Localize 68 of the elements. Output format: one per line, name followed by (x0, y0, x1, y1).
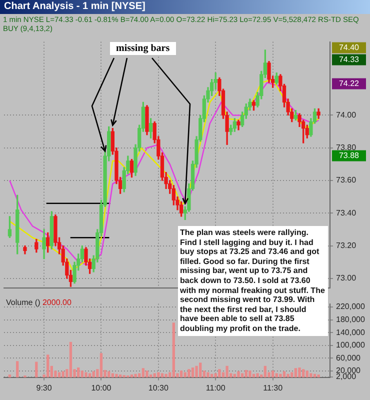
bar (294, 368, 298, 378)
y-tick-label: 74.00 (336, 110, 357, 120)
bar (279, 374, 282, 378)
bar (244, 370, 248, 378)
bar (46, 354, 50, 378)
bar (275, 373, 278, 378)
text: 74.40 (338, 43, 360, 52)
bar (88, 373, 92, 378)
y-tick-label: 100,000 (336, 340, 366, 350)
bar (310, 373, 312, 378)
bar (172, 322, 175, 378)
bar (271, 370, 274, 378)
bar (256, 373, 259, 378)
x-tick-label: 9:30 (36, 383, 52, 392)
bar (134, 374, 137, 378)
y-tick-label: 73.60 (336, 176, 357, 185)
y-tick-label: 73.40 (336, 208, 357, 218)
bar (157, 372, 160, 378)
y-tick-label: 73.00 (336, 274, 357, 283)
annotation: missing bars (110, 42, 176, 55)
bar (195, 366, 198, 378)
bar (35, 362, 38, 378)
bar (77, 367, 80, 378)
bar (317, 374, 320, 378)
y-tick-label: 180,000 (336, 315, 366, 324)
bar (188, 369, 190, 378)
bar (146, 370, 148, 378)
chart-title: Volume () (6, 298, 40, 307)
bar (298, 367, 301, 378)
bar (199, 362, 202, 378)
bar (240, 373, 244, 378)
x-tick-label: 10:30 (148, 383, 169, 392)
bar (306, 370, 308, 378)
bar (180, 370, 183, 378)
bar (237, 371, 240, 378)
y-tick-label: 73.80 (336, 143, 357, 152)
bar (111, 373, 114, 378)
text: The plan was steels were rallying. Find I stell lagging and buy it. I had buy stops at 73.25 and 73.46 and got filled. Good so far. During the first missing bar, went up to 73.75 and back down to 73.50. I sold at 73.60 with my normal freaking out stuff. The second missing went to 73.99. With the next the first red bar, I should have been able to sell at 73.85 doubling my profit on the trade. (180, 228, 325, 333)
bar (218, 369, 221, 378)
bar (206, 372, 210, 378)
bar (226, 366, 228, 378)
y-tick-label: 73.20 (336, 240, 357, 250)
x-tick-label: 11:00 (206, 383, 226, 392)
bar (248, 370, 252, 378)
bar (164, 374, 168, 378)
chart-title: Chart Analysis - 1 min [NYSE] (0, 0, 370, 14)
bar (191, 367, 194, 378)
x-tick-label: 11:30 (263, 383, 284, 392)
text: 74.33 (338, 55, 360, 64)
bar (214, 373, 217, 378)
annotation: 2000.00 (42, 298, 72, 307)
bar (153, 373, 156, 378)
bar (16, 361, 19, 378)
bar (115, 374, 118, 378)
bar (142, 368, 145, 378)
bar (69, 342, 72, 378)
y-tick-label: 220,000 (336, 302, 366, 312)
bar (160, 373, 164, 378)
bar (302, 369, 305, 378)
y-tick-label: 60,000 (336, 353, 362, 362)
text: 73.88 (338, 151, 360, 160)
bar (100, 353, 103, 378)
text: 74.22 (338, 79, 360, 88)
x-tick-label: 10:00 (91, 383, 112, 392)
bar (84, 372, 88, 378)
bar (80, 370, 84, 378)
bar (286, 374, 290, 378)
y-tick-label: 140,000 (336, 328, 366, 337)
